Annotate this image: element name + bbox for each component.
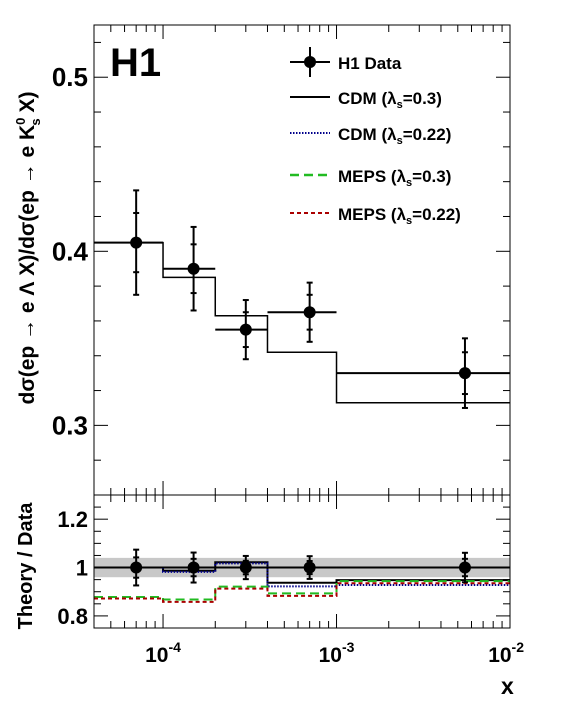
- ratio-data-point-2: [239, 561, 252, 574]
- experiment-label: H1: [110, 41, 161, 85]
- ratio-series-meps022: [94, 582, 510, 603]
- x-tick-label: 10-4: [145, 639, 181, 667]
- legend-label-meps-022: MEPS (λs=0.22): [338, 205, 461, 227]
- ratio-axis-ticks: 0.8 1 1.2 10-4 10-3 10-2: [57, 494, 524, 667]
- x-axis-label: x: [501, 673, 514, 699]
- main-data-layer: [94, 189, 510, 409]
- ratio-ytick-label: 1.2: [57, 507, 88, 532]
- ratio-series-cdm03: [94, 561, 510, 584]
- h1-data-point-3: [303, 306, 316, 319]
- h1-data-point-1: [187, 262, 200, 275]
- legend-label-meps-03: MEPS (λs=0.3): [338, 167, 451, 189]
- main-plot-frame: [93, 24, 511, 496]
- legend: H1 Data CDM (λs=0.3) CDM (λs=0.22) MEPS …: [290, 47, 461, 227]
- legend-label-cdm-03: CDM (λs=0.3): [338, 89, 442, 111]
- main-ytick-label: 0.4: [52, 236, 89, 266]
- h1-data-point-2: [239, 323, 252, 336]
- ratio-panel: 0.8 1 1.2 10-4 10-3 10-2 Theory / Data x: [15, 494, 524, 699]
- ratio-ytick-label: 1: [76, 556, 88, 581]
- ratio-data-point-0: [130, 561, 143, 574]
- ratio-data-point-1: [187, 561, 200, 574]
- main-axis-ticks: 0.3 0.4 0.5: [52, 25, 511, 496]
- main-ytick-label: 0.5: [52, 62, 88, 92]
- h1-data-point-4: [458, 367, 471, 380]
- ratio-y-axis-label: Theory / Data: [15, 502, 37, 630]
- ratio-data-point-3: [303, 561, 316, 574]
- legend-label-h1-data: H1 Data: [338, 54, 402, 73]
- main-ytick-label: 0.3: [52, 410, 88, 440]
- h1-data-point-0: [130, 236, 143, 249]
- x-tick-label: 10-2: [488, 639, 524, 667]
- main-panel: 0.3 0.4 0.5 H1 H1 Data CDM (λs=0.3) CDM (λ…: [13, 24, 511, 496]
- x-tick-label: 10-3: [319, 639, 355, 667]
- ratio-data-point-4: [458, 561, 471, 574]
- legend-h1-marker: [304, 56, 316, 68]
- legend-label-cdm-022: CDM (λs=0.22): [338, 125, 451, 147]
- ratio-ytick-label: 0.8: [57, 604, 88, 629]
- main-y-axis-label: dσ(ep → e Λ X)/dσ(ep → e K0s X): [13, 92, 43, 405]
- cdm-03-curve: [94, 241, 510, 404]
- ratio-data-layer: [94, 548, 510, 603]
- ratio-plot-frame: [93, 494, 511, 629]
